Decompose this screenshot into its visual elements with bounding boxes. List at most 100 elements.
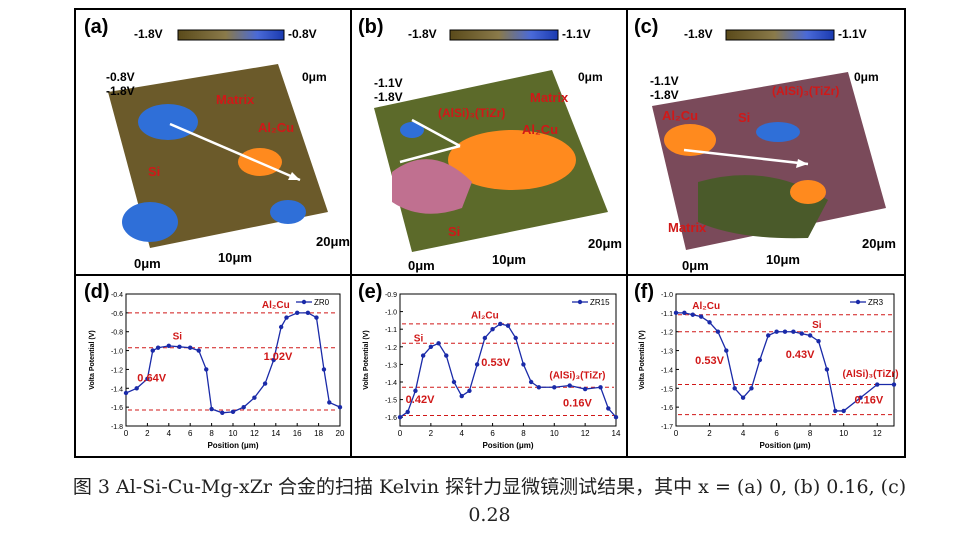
y-tick-label: -1.4 bbox=[385, 380, 397, 387]
x-tick-label: 6 bbox=[188, 429, 193, 438]
annotation-label: 0.16V bbox=[563, 398, 592, 410]
y-tick-label: -0.9 bbox=[385, 292, 397, 299]
data-point bbox=[188, 345, 193, 350]
profile-chart-d-svg: (d) 0 2 4 6 8 10 12 14 16 18 20 -1.8 -1.6 -1.4 -1.2 -1.0… bbox=[84, 281, 345, 450]
z-top-label: -0.8V bbox=[106, 70, 135, 84]
y-tick-label: -0.6 bbox=[111, 311, 123, 318]
data-point bbox=[807, 333, 813, 338]
data-point bbox=[252, 395, 257, 400]
y-tick-label: -1.6 bbox=[111, 405, 123, 412]
origin-label: 0μm bbox=[408, 258, 435, 273]
data-point bbox=[321, 367, 327, 372]
origin-label: 0μm bbox=[682, 258, 709, 273]
color-scale-bar bbox=[449, 29, 559, 41]
data-point bbox=[774, 329, 779, 334]
x-tick-label: 16 bbox=[293, 429, 302, 438]
data-point bbox=[536, 385, 542, 390]
data-point bbox=[740, 395, 746, 400]
x-mid-label: 10μm bbox=[492, 252, 526, 267]
x-tick-label: 10 bbox=[550, 429, 559, 438]
x-tick-label: 18 bbox=[314, 429, 323, 438]
y-tick-label: -1.2 bbox=[111, 367, 123, 374]
x-tick-label: 0 bbox=[398, 429, 403, 438]
y-tick-label: -1.7 bbox=[661, 424, 673, 431]
data-point bbox=[732, 386, 737, 391]
annotation-label: 0.16V bbox=[854, 394, 883, 406]
data-point bbox=[582, 386, 588, 392]
data-point bbox=[682, 310, 687, 316]
x-tick-label: 0 bbox=[674, 429, 679, 438]
z-bottom-label: -1.8V bbox=[106, 84, 135, 98]
x-tick-label: 10 bbox=[229, 429, 238, 438]
data-point bbox=[262, 381, 268, 386]
legend-label: ZR0 bbox=[314, 298, 330, 307]
phase-label-matrix: Matrix bbox=[668, 220, 707, 235]
color-scale-bar bbox=[177, 29, 285, 41]
phase-label-matrix: Matrix bbox=[530, 90, 569, 105]
z-bottom-label: -1.8V bbox=[374, 90, 403, 104]
y-tick-label: -1.6 bbox=[661, 405, 673, 412]
phase-label-tizr: (AlSi)₃(TiZr) bbox=[772, 84, 840, 98]
color-scale-bar bbox=[725, 29, 835, 41]
data-point bbox=[166, 343, 171, 349]
phase-label-tizr: (AlSi)₃(TiZr) bbox=[438, 106, 506, 120]
data-point bbox=[295, 310, 300, 316]
data-point bbox=[397, 415, 403, 420]
si-particle bbox=[122, 202, 178, 242]
al2cu-particle bbox=[448, 130, 576, 190]
legend-marker bbox=[577, 299, 583, 305]
x-tick-label: 12 bbox=[873, 429, 882, 438]
data-point bbox=[220, 410, 225, 415]
x-tick-label: 2 bbox=[145, 429, 150, 438]
y-end-label: 0μm bbox=[578, 70, 603, 84]
x-tick-label: 20 bbox=[336, 429, 345, 438]
al2cu-particle bbox=[790, 180, 826, 204]
al2cu-particle bbox=[664, 124, 716, 156]
phase-label-si: Si bbox=[448, 224, 461, 239]
y-tick-label: -1.0 bbox=[661, 292, 673, 299]
plot-frame bbox=[399, 293, 617, 427]
annotation-label: (AlSi)₃(TiZr) bbox=[842, 369, 898, 380]
data-point bbox=[474, 362, 480, 367]
data-point bbox=[824, 367, 830, 372]
data-point bbox=[177, 344, 182, 349]
panel-label: (a) bbox=[84, 16, 109, 38]
y-tick-label: -1.1 bbox=[385, 327, 397, 334]
scan-line-arrow bbox=[169, 122, 301, 182]
arrow-head bbox=[796, 159, 808, 168]
data-point bbox=[134, 386, 139, 391]
data-point bbox=[513, 335, 518, 341]
x-tick-label: 12 bbox=[581, 429, 590, 438]
scale-max-label: -0.8V bbox=[288, 27, 317, 41]
data-point bbox=[757, 357, 763, 363]
annotation-label: Al₂Cu bbox=[262, 300, 290, 311]
x-tick-label: 14 bbox=[612, 429, 621, 438]
skpfm-map-b-graphic bbox=[374, 29, 608, 252]
data-point bbox=[613, 415, 619, 420]
annotation-label: Al₂Cu bbox=[692, 301, 720, 312]
data-point bbox=[567, 383, 572, 388]
y-axis-label: Volta Potential (V) bbox=[639, 330, 646, 389]
data-point bbox=[436, 341, 441, 346]
phase-label-si: Si bbox=[738, 110, 751, 125]
x-tick-label: 2 bbox=[429, 429, 434, 438]
legend-marker bbox=[855, 299, 861, 305]
legend-label: ZR15 bbox=[590, 298, 610, 307]
data-point bbox=[749, 386, 754, 391]
y-tick-label: -1.3 bbox=[661, 349, 673, 356]
legend-label: ZR3 bbox=[868, 298, 884, 307]
profile-chart-f: (f) 0 2 4 6 8 10 12 -1.7 -1.6 -1.5 -1.4 -1.3 -1.2 -1.1… bbox=[628, 276, 904, 456]
data-point bbox=[521, 362, 526, 367]
series-line bbox=[125, 312, 341, 414]
data-point bbox=[451, 379, 457, 385]
tizr-phase-region bbox=[392, 159, 472, 214]
y-tick-label: -1.8 bbox=[111, 424, 123, 431]
data-point bbox=[490, 327, 495, 332]
y-tick-label: -1.0 bbox=[111, 349, 123, 356]
panel-label: (d) bbox=[84, 281, 110, 303]
x-tick-label: 8 bbox=[808, 429, 813, 438]
data-point bbox=[405, 409, 410, 415]
panel-label: (c) bbox=[634, 16, 659, 38]
phase-label-si: Si bbox=[148, 164, 161, 179]
y-tick-label: -1.4 bbox=[111, 386, 123, 393]
